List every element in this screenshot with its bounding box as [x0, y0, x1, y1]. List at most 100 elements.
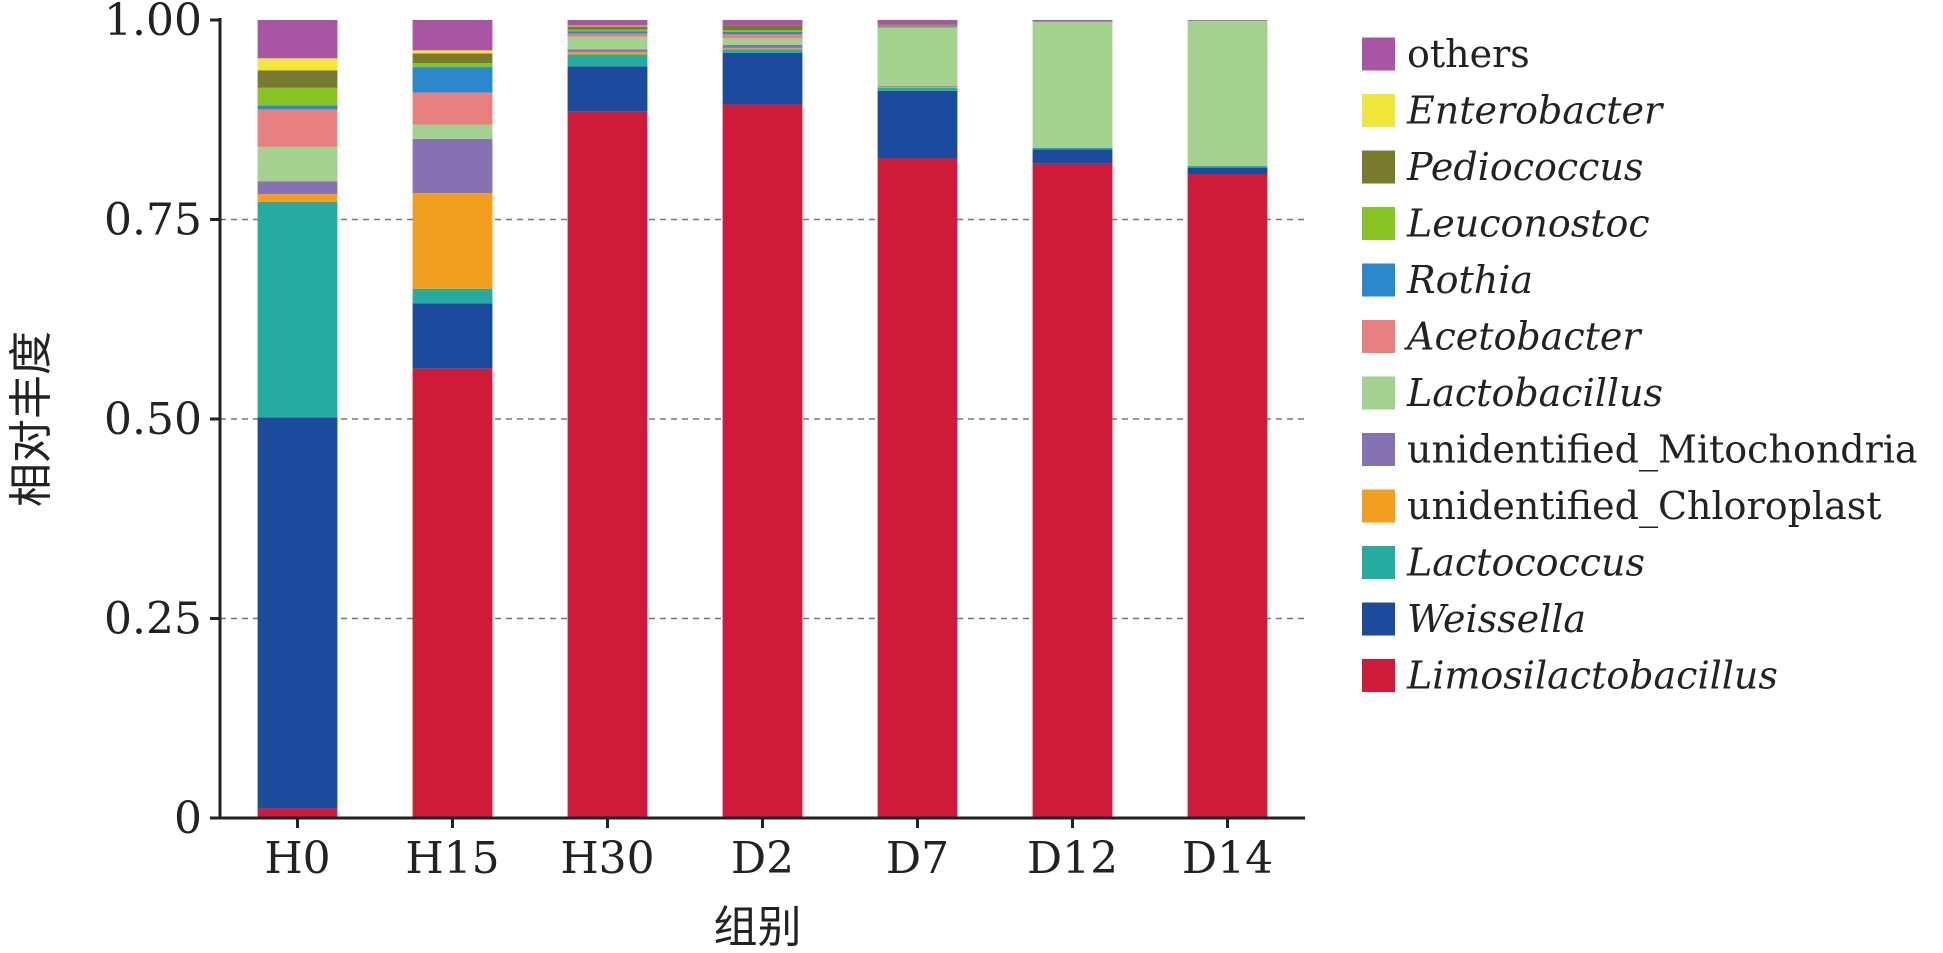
- x-axis-title: 组别: [714, 902, 802, 953]
- legend-swatch: [1362, 546, 1395, 579]
- bar-segment: [1032, 149, 1113, 164]
- bar-segment: [567, 51, 648, 55]
- bar-segment: [567, 25, 648, 27]
- bar-segment: [257, 193, 338, 202]
- bar-segment: [257, 87, 338, 106]
- bar-segment: [567, 111, 648, 818]
- bar-segment: [567, 31, 648, 34]
- bar-segment: [877, 20, 958, 25]
- legend-swatch: [1362, 659, 1395, 692]
- legend-swatch: [1362, 376, 1395, 410]
- bar-segment: [877, 25, 958, 27]
- legend-swatch: [1362, 602, 1395, 636]
- bar-segment: [722, 38, 803, 45]
- bar-segment: [722, 25, 803, 31]
- bar-segment: [877, 27, 958, 28]
- legend-swatch: [1362, 320, 1395, 353]
- y-tick-label: 0.25: [104, 594, 202, 645]
- bar-segment: [412, 92, 493, 125]
- x-tick-label: D7: [886, 833, 949, 884]
- x-tick-label: H30: [560, 833, 654, 884]
- bar-segment: [412, 303, 493, 369]
- bar-segment: [257, 58, 338, 71]
- bar-segment: [567, 29, 648, 32]
- bar-segment: [1032, 147, 1113, 150]
- bar-segment: [722, 34, 803, 39]
- bar-segment: [412, 67, 493, 93]
- bar-segment: [412, 50, 493, 54]
- bar-segment: [412, 63, 493, 68]
- bar-segment: [567, 49, 648, 52]
- tick-labels: 0 0.25 0.50 0.75 1.00 H0 H15 H30 D2 D7 D12 D14: [104, 0, 1273, 884]
- legend-swatch: [1362, 207, 1395, 240]
- bar-segment: [567, 36, 648, 50]
- bar-segment: [1187, 20, 1268, 167]
- legend-label: Lactobacillus: [1406, 371, 1663, 415]
- legend-label: Lactococcus: [1406, 541, 1645, 585]
- bar-segment: [567, 66, 648, 112]
- y-axis-title: 相对丰度: [6, 331, 57, 507]
- bar-segment: [257, 808, 338, 818]
- bar-segment: [412, 20, 493, 51]
- bar-segment: [257, 417, 338, 809]
- bar-segment: [1187, 167, 1268, 175]
- bar-segment: [1032, 21, 1113, 148]
- bar-segment: [1187, 20, 1268, 21]
- bar-segment: [257, 181, 338, 194]
- axes: [210, 18, 1305, 828]
- bar-segment: [1032, 163, 1113, 818]
- legend-swatch: [1362, 433, 1395, 466]
- bar-segment: [877, 86, 958, 88]
- x-tick-label: H15: [405, 833, 499, 884]
- bar-segment: [722, 47, 803, 50]
- bar-segment: [412, 124, 493, 139]
- x-tick-label: H0: [264, 833, 330, 884]
- bars-layer: [257, 20, 1268, 819]
- bar-segment: [412, 53, 493, 64]
- bar-segment: [257, 109, 338, 147]
- bar-segment: [877, 24, 958, 26]
- bar-segment: [877, 90, 958, 159]
- x-tick-label: D12: [1027, 833, 1118, 884]
- y-tick-label: 1.00: [104, 0, 202, 46]
- legend-label: Leuconostoc: [1406, 202, 1650, 246]
- legend-label: Weissella: [1407, 597, 1586, 641]
- legend-swatch: [1362, 37, 1395, 71]
- x-tick-label: D14: [1182, 833, 1273, 884]
- bar-segment: [567, 20, 648, 26]
- bar-segment: [257, 70, 338, 88]
- bar-segment: [877, 87, 958, 91]
- bar-segment: [1032, 20, 1113, 22]
- bar-segment: [412, 368, 493, 818]
- legend-label: unidentified_Mitochondria: [1407, 428, 1918, 473]
- bar-segment: [877, 26, 958, 28]
- legend-label: others: [1407, 32, 1530, 76]
- legend-label: unidentified_Chloroplast: [1407, 484, 1882, 529]
- bar-segment: [412, 193, 493, 289]
- x-tick-label: D2: [731, 833, 794, 884]
- bar-segment: [1187, 166, 1268, 168]
- bar-segment: [567, 54, 648, 67]
- bar-segment: [877, 27, 958, 87]
- y-tick-label: 0.50: [104, 394, 202, 445]
- y-tick-label: 0.75: [104, 195, 202, 246]
- legend-label: Limosilactobacillus: [1406, 654, 1778, 698]
- legend-swatch: [1362, 263, 1395, 297]
- bar-segment: [257, 146, 338, 182]
- bar-segment: [412, 138, 493, 194]
- legend-swatch: [1362, 94, 1395, 127]
- bar-segment: [257, 20, 338, 59]
- bar-segment: [722, 20, 803, 26]
- bar-segment: [257, 201, 338, 418]
- y-tick-label: 0: [174, 793, 202, 844]
- bar-segment: [722, 52, 803, 105]
- bar-segment: [722, 104, 803, 818]
- legend-label: Pediococcus: [1406, 145, 1643, 189]
- legend: others Enterobacter Pediococcus Leuconostoc…: [1362, 32, 1918, 698]
- bar-segment: [722, 30, 803, 32]
- bar-segment: [877, 158, 958, 819]
- bar-segment: [722, 49, 803, 53]
- bar-segment: [567, 33, 648, 37]
- bar-segment: [567, 26, 648, 30]
